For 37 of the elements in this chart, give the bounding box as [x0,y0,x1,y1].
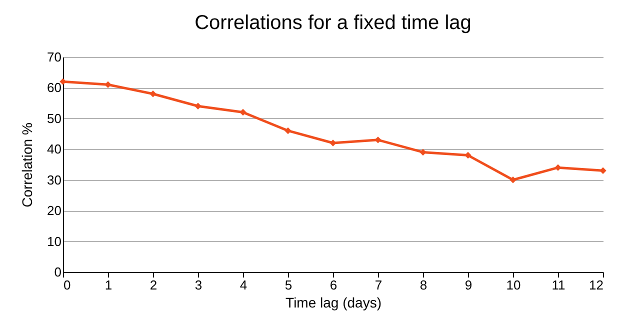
chart-title: Correlations for a fixed time lag [194,12,472,34]
y-tick-label: 60 [47,80,62,96]
y-tick-label: 70 [47,50,62,64]
y-tick-label: 40 [47,142,62,157]
x-tick-label: 0 [64,278,71,292]
point [554,164,562,171]
x-tick-label: 10 [506,278,521,292]
y-tick-label: 50 [47,110,62,126]
x-tick-label: 3 [194,278,202,292]
point [60,78,66,85]
point [420,148,426,156]
x-axis-title: Time lag (days) [286,294,382,310]
point [464,152,472,159]
y-tick-label: 20 [47,203,62,218]
y-tick-label: 10 [47,234,62,249]
y-tick-label: 0 [54,264,62,280]
y-axis-title: Correlation % [19,122,36,208]
y-tick-label: 30 [47,172,62,188]
x-tick-label: 4 [240,278,248,292]
point [240,108,246,116]
x-tick-label: 1 [104,278,112,292]
point [194,102,202,110]
point [600,167,606,174]
x-tick-label: 2 [150,278,158,292]
x-tick-label: 12 [589,278,604,292]
x-tick-label: 7 [374,278,382,292]
point [510,176,516,184]
point [104,81,112,88]
point [330,140,336,146]
point [150,90,156,98]
x-tick-label: 6 [330,278,338,292]
point [374,136,382,144]
x-tick-label: 11 [552,278,566,292]
x-tick-label: 9 [464,278,472,292]
x-tick-label: 5 [284,278,292,292]
point [284,127,292,134]
x-tick-label: 8 [420,278,428,292]
